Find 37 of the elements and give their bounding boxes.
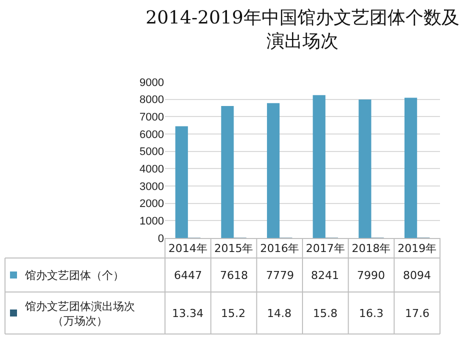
x-tick-label: 2018年 — [352, 242, 391, 256]
x-tick-label: 2017年 — [306, 242, 345, 256]
bar — [358, 100, 372, 238]
y-tick-label: 4000 — [140, 164, 164, 176]
data-label: 8094 — [403, 269, 431, 282]
data-label: 7618 — [220, 269, 248, 282]
bar — [175, 126, 188, 238]
data-label: 7779 — [266, 269, 294, 282]
x-tick-label: 2019年 — [398, 242, 437, 256]
y-tick-label: 2000 — [140, 198, 164, 210]
data-label: 17.6 — [405, 307, 430, 320]
y-tick-label: 6000 — [140, 128, 164, 141]
x-tick-label: 2015年 — [214, 242, 254, 256]
x-tick-label: 2014年 — [168, 242, 208, 256]
bar — [404, 98, 418, 238]
data-label: 15.2 — [221, 307, 246, 320]
y-tick-label: 1000 — [140, 216, 164, 228]
chart-title: 2014-2019年中国馆办文艺团体个数及演出场次 — [146, 8, 460, 52]
y-tick-label: 9000 — [140, 76, 164, 89]
y-tick-label: 7000 — [140, 112, 164, 124]
legend-label: 馆办文艺团体演出场次（万场次） — [24, 300, 135, 328]
legend-label: 馆办文艺团体（个） — [24, 269, 124, 282]
data-label: 6447 — [174, 269, 202, 282]
data-label: 7990 — [357, 269, 385, 282]
y-tick-label: 8000 — [140, 94, 164, 106]
x-tick-label: 2016年 — [260, 242, 300, 256]
data-label: 13.34 — [172, 307, 204, 320]
y-tick-label: 3000 — [140, 180, 164, 193]
data-label: 16.3 — [359, 307, 384, 320]
bar — [221, 106, 234, 238]
data-label: 15.8 — [313, 307, 338, 320]
y-tick-label: 0 — [158, 232, 164, 245]
data-label: 8241 — [311, 269, 339, 282]
bar — [266, 103, 280, 238]
y-tick-label: 5000 — [140, 146, 164, 158]
bar — [312, 95, 326, 238]
data-label: 14.8 — [267, 307, 292, 320]
